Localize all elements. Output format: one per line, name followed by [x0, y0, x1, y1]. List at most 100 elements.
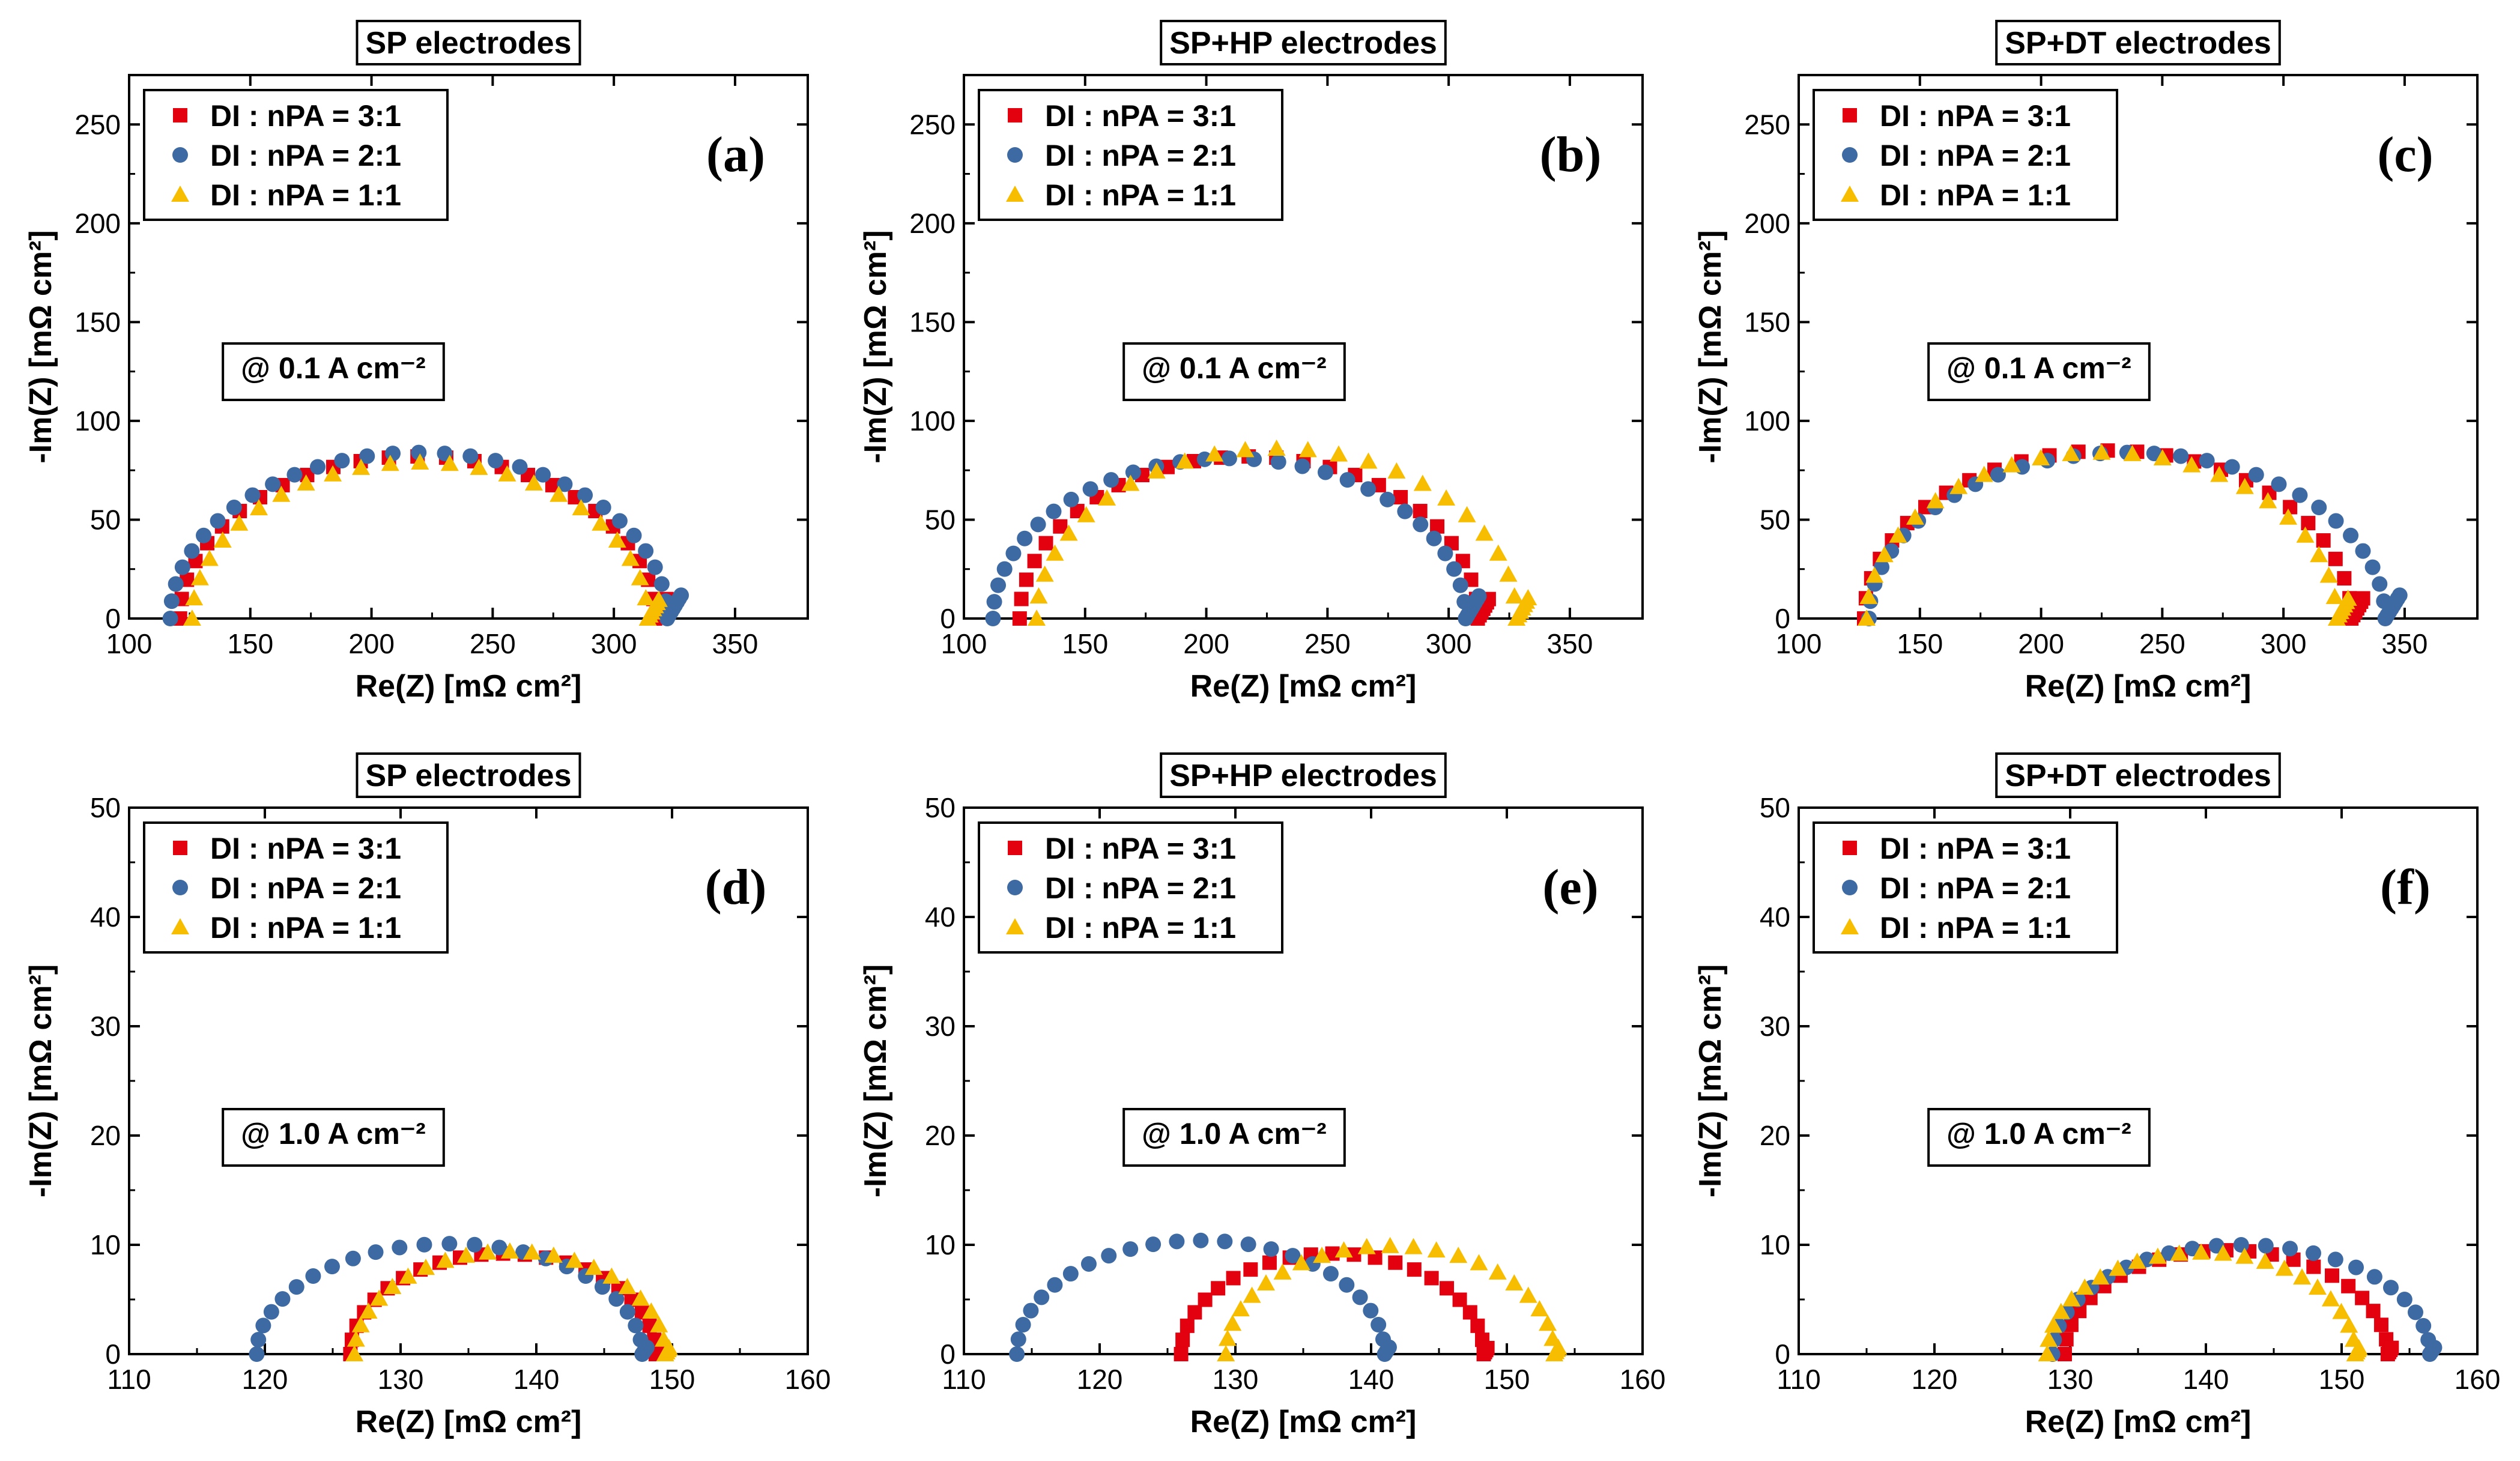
data-point: [2109, 1259, 2127, 1276]
chart-panel-d: SP electrodes 110 120 130 140 150 160 0 10 20 30 40…: [23, 752, 831, 1439]
data-point: [1236, 441, 1255, 458]
data-point: [524, 474, 543, 491]
data-point: [1393, 490, 1408, 505]
annotation-box: [1122, 1108, 1346, 1167]
data-point: [498, 465, 516, 482]
chart-title-box: [356, 20, 581, 65]
data-point: [2002, 456, 2021, 473]
data-point: [2153, 449, 2172, 465]
data-point: [457, 1246, 476, 1263]
x-tick-label: 110: [107, 1364, 151, 1395]
data-point: [2407, 1304, 2423, 1320]
data-point: [263, 1304, 279, 1320]
data-point: [1334, 1241, 1353, 1258]
data-point: [2275, 1259, 2294, 1276]
y-tick-label: 20: [925, 1120, 956, 1151]
y-tick-label: 20: [1760, 1120, 1790, 1151]
data-point: [1223, 1314, 1242, 1331]
x-tick-label: 150: [227, 628, 273, 659]
data-point: [608, 1291, 625, 1307]
y-tick-label: 40: [90, 901, 121, 933]
x-tick-label: 160: [2455, 1364, 2501, 1395]
x-axis-label: Re(Z) [mΩ cm²]: [1190, 669, 1417, 704]
data-point: [2416, 1317, 2432, 1334]
x-tick-label: 300: [1426, 628, 1472, 659]
data-point: [2325, 1268, 2340, 1283]
data-point: [274, 1291, 291, 1307]
data-point: [2316, 533, 2331, 548]
chart-title-box: [1995, 20, 2281, 65]
data-point: [479, 1243, 497, 1260]
data-point: [1404, 1238, 1423, 1254]
x-tick-label: 150: [2319, 1364, 2365, 1395]
legend-entry: DI : nPA = 2:1: [210, 871, 401, 905]
data-point: [619, 1304, 635, 1320]
legend-entry: DI : nPA = 1:1: [1880, 178, 2071, 212]
data-point: [1014, 591, 1029, 606]
data-point: [1098, 489, 1116, 506]
panel-letter: (a): [706, 127, 765, 183]
legend-marker: [1843, 108, 1857, 123]
data-point: [1080, 1256, 1097, 1272]
data-point: [2325, 587, 2344, 604]
data-point: [1221, 450, 1237, 467]
legend-marker: [1007, 147, 1023, 163]
data-point: [2328, 551, 2343, 566]
data-point: [618, 1277, 637, 1294]
data-point: [673, 587, 689, 603]
legend-box: [143, 821, 449, 954]
legend-marker: [1841, 186, 1859, 202]
data-point: [2306, 1259, 2321, 1274]
data-point: [1499, 565, 1518, 582]
data-point: [2328, 513, 2344, 529]
data-point: [1193, 1232, 1209, 1248]
legend-marker: [1007, 880, 1023, 895]
data-point: [1231, 1300, 1250, 1317]
data-point: [592, 514, 610, 531]
data-point: [1480, 1340, 1495, 1355]
y-tick-label: 0: [940, 1338, 956, 1370]
data-point: [2091, 1268, 2110, 1285]
y-tick-label: 0: [105, 1338, 121, 1370]
data-point: [557, 476, 573, 492]
data-point: [1187, 1305, 1202, 1320]
data-point: [1413, 504, 1428, 519]
legend-marker: [171, 918, 189, 934]
chart-title-box: [356, 752, 581, 798]
x-tick-label: 130: [378, 1364, 424, 1395]
annotation-box: [222, 342, 445, 401]
series-triangle: [1217, 1236, 1567, 1361]
data-point: [1023, 1302, 1039, 1319]
data-point: [647, 559, 663, 575]
data-point: [1906, 508, 1924, 525]
chart-panel-a: SP electrodes 100 150 200 250 300 350 0 50 100 150…: [23, 20, 809, 704]
data-point: [1012, 611, 1027, 626]
legend-entry: DI : nPA = 3:1: [1045, 99, 1236, 133]
data-point: [1047, 1277, 1063, 1293]
y-tick-label: 100: [909, 405, 956, 437]
y-tick-label: 0: [1775, 1338, 1790, 1370]
data-point: [1035, 565, 1054, 582]
data-point: [2341, 1278, 2356, 1293]
data-point: [1122, 1241, 1139, 1257]
data-point: [1174, 1347, 1189, 1361]
chart-panel-b: SP+HP electrodes 100 150 200 250 300 350 0 50 100…: [858, 20, 1644, 704]
data-point: [1196, 451, 1213, 467]
data-point: [2366, 1269, 2382, 1285]
x-tick-label: 250: [470, 628, 516, 659]
series-circle: [985, 450, 1487, 626]
data-point: [174, 559, 190, 575]
data-point: [2337, 571, 2352, 586]
data-point: [1267, 439, 1286, 456]
legend-entry: DI : nPA = 1:1: [210, 911, 401, 945]
data-point: [1452, 577, 1468, 593]
data-point: [297, 474, 315, 491]
legend: DI : nPA = 3:1 DI : nPA = 2:1 DI : nPA = 1…: [978, 821, 1283, 954]
data-point: [1874, 559, 1890, 575]
data-point: [1145, 1236, 1162, 1253]
data-point: [310, 459, 326, 475]
data-point: [2062, 1290, 2081, 1307]
data-point: [213, 531, 232, 548]
data-point: [334, 453, 350, 469]
data-point: [1489, 544, 1507, 561]
